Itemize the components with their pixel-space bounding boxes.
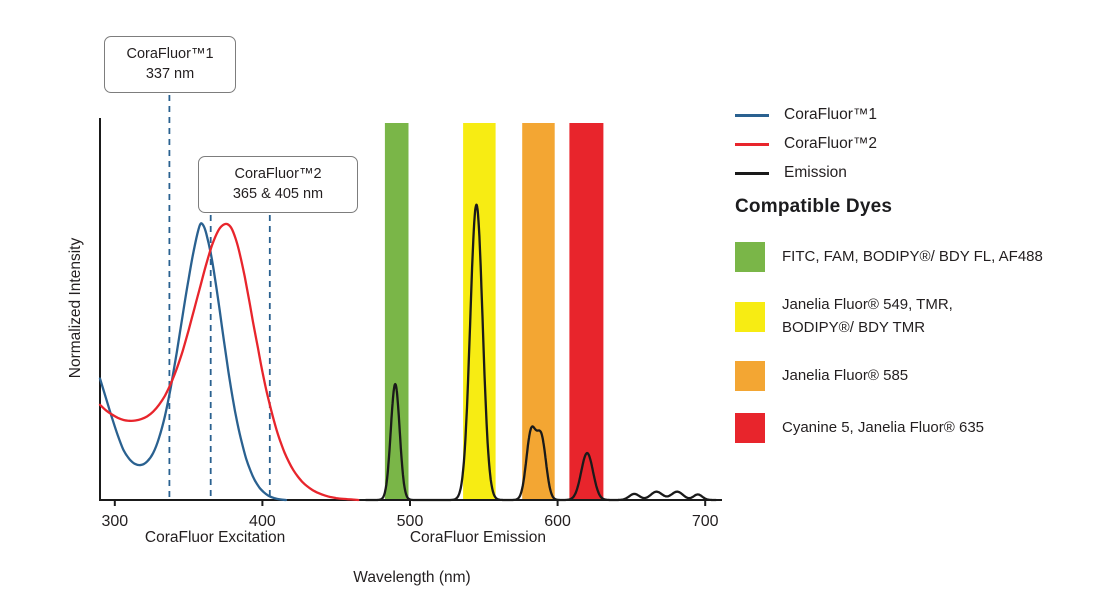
dye-item-yellow: Janelia Fluor® 549, TMR, BODIPY®/ BDY TM… — [735, 294, 1095, 339]
callout-title: CoraFluor™1 — [126, 46, 214, 62]
callout-corafluor1: CoraFluor™1 337 nm — [104, 36, 236, 93]
legend-label: Emission — [784, 164, 847, 181]
dye-item-green: FITC, FAM, BODIPY®/ BDY FL, AF488 — [735, 242, 1095, 272]
dye-label: FITC, FAM, BODIPY®/ BDY FL, AF488 — [782, 247, 1043, 265]
spectrum-curve — [98, 222, 288, 502]
x-tick-label: 600 — [544, 513, 571, 530]
spectra-chart: 300 400 500 600 700 CoraFluor Excitation CoraF… — [98, 84, 722, 546]
legend-label: CoraFluor™2 — [784, 135, 878, 152]
x-tick-label: 300 — [101, 513, 128, 530]
x-tick-label: 500 — [397, 513, 424, 530]
dye-item-red: Cyanine 5, Janelia Fluor® 635 — [735, 413, 1095, 443]
x-axis-label: Wavelength (nm) — [353, 569, 471, 586]
callout-corafluor2: CoraFluor™2 365 & 405 nm — [198, 156, 358, 213]
spectrum-curve — [364, 203, 718, 502]
dye-label: Janelia Fluor® 585 — [782, 366, 909, 384]
filter-band — [463, 123, 496, 500]
filter-band — [384, 123, 409, 500]
legend-line-corafluor1 — [735, 113, 769, 117]
legend-line-emission — [735, 171, 769, 175]
spectrum-curve — [98, 222, 360, 502]
chart-legend: CoraFluor™1 CoraFluor™2 Emission — [735, 106, 877, 193]
callout-value: 337 nm — [145, 66, 195, 83]
red-filter-swatch — [735, 413, 765, 443]
callout-value: 365 & 405 nm — [232, 186, 324, 203]
legend-item-emission: Emission — [735, 164, 877, 182]
compatible-dyes-panel: Compatible Dyes FITC, FAM, BODIPY®/ BDY … — [735, 196, 1095, 465]
green-filter-swatch — [735, 242, 765, 272]
filter-band — [522, 123, 555, 500]
dye-label: Janelia Fluor® 549, TMR, BODIPY®/ BDY TM… — [782, 296, 953, 336]
legend-item-corafluor2: CoraFluor™2 — [735, 135, 877, 153]
compatible-dyes-heading: Compatible Dyes — [735, 196, 893, 217]
callout-title: CoraFluor™2 — [234, 166, 322, 182]
yellow-filter-swatch — [735, 301, 765, 332]
legend-item-corafluor1: CoraFluor™1 — [735, 106, 877, 124]
y-axis-label: Normalized Intensity — [67, 237, 84, 379]
axis-region-label: CoraFluor Emission — [410, 529, 546, 546]
dye-item-orange: Janelia Fluor® 585 — [735, 361, 1095, 391]
dye-label: Cyanine 5, Janelia Fluor® 635 — [782, 418, 985, 436]
x-tick-label: 400 — [249, 513, 276, 530]
x-tick-label: 700 — [692, 513, 719, 530]
orange-filter-swatch — [735, 361, 765, 391]
legend-line-corafluor2 — [735, 142, 769, 146]
filter-band — [569, 123, 604, 500]
legend-label: CoraFluor™1 — [784, 106, 878, 123]
axis-region-label: CoraFluor Excitation — [145, 529, 285, 546]
